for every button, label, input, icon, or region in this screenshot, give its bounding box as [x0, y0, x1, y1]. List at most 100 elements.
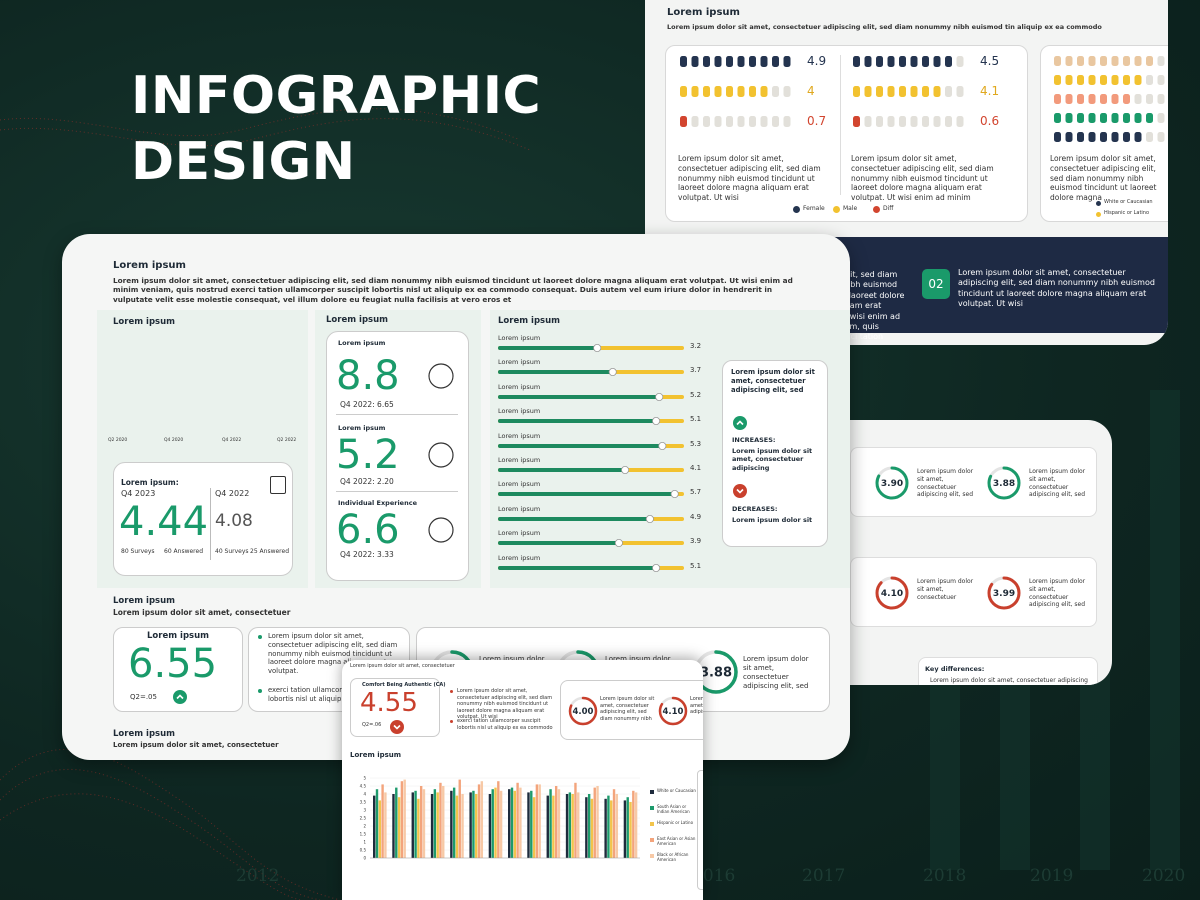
- band-number: 02: [922, 269, 950, 299]
- ring-arc: [658, 696, 688, 726]
- decor-dot: [1123, 132, 1130, 142]
- decor-dots: [1054, 56, 1165, 66]
- decor-dots: [1054, 113, 1165, 123]
- ring: 4.00: [568, 696, 598, 726]
- hero-title: INFOGRAPHIC: [131, 66, 542, 126]
- decor-dot: [1077, 113, 1084, 123]
- bar: [477, 784, 481, 858]
- slider-knob: [621, 466, 630, 474]
- decor-dot: [1157, 56, 1165, 66]
- bar: [596, 786, 599, 858]
- decrease-icon: [390, 720, 404, 734]
- slider-value: 5.2: [690, 390, 702, 399]
- legend-label: White or Caucasian: [1104, 199, 1153, 205]
- rating-dot: [887, 86, 895, 97]
- ring-value: 3.88: [700, 666, 732, 681]
- ring-value: 4.00: [573, 707, 594, 717]
- y-tick-label: 2: [363, 824, 366, 829]
- bar: [378, 800, 381, 858]
- rating-dot: [726, 56, 733, 67]
- slider: [498, 514, 684, 523]
- panel-subtitle: Lorem ipsum dolor sit amet, consectetuer…: [667, 23, 1102, 31]
- ring-text: Lorem ipsum dolor sit amet, consectetuer…: [600, 696, 655, 722]
- legend-swatch: [650, 854, 654, 858]
- background-year: 2020: [1142, 866, 1186, 886]
- bar: [571, 794, 574, 858]
- rating-value: 0.7: [807, 114, 827, 128]
- legend-swatch: [650, 790, 654, 794]
- decor-dots: [1054, 75, 1165, 85]
- bar: [403, 779, 406, 858]
- decor-dot: [1123, 56, 1130, 66]
- slider-value: 3.9: [690, 537, 702, 546]
- y-tick-label: 2.5: [360, 816, 367, 821]
- bar: [574, 782, 577, 858]
- rating-dots: [853, 56, 964, 67]
- slider: [498, 417, 684, 426]
- y-tick-label: 4.5: [360, 784, 367, 789]
- decor-dot: [1065, 132, 1073, 142]
- card: [665, 45, 1028, 222]
- bar: [590, 798, 594, 858]
- bar: [577, 792, 580, 858]
- rating-dot: [853, 56, 860, 67]
- card: [918, 657, 1098, 685]
- decor-dot: [1157, 75, 1165, 85]
- text: Q2=.05: [130, 693, 157, 701]
- bar: [384, 792, 387, 858]
- bar: [417, 798, 420, 858]
- ring-value: 3.99: [993, 589, 1015, 599]
- legend-label: East Asian or Asian American: [657, 836, 696, 846]
- decor-dot: [1157, 113, 1165, 123]
- text: 80 Surveys: [121, 548, 155, 555]
- text: 60 Answered: [164, 548, 204, 555]
- bar: [442, 786, 445, 858]
- decor-dot: [1088, 75, 1096, 85]
- bar: [461, 794, 464, 858]
- slider-fill: [498, 419, 657, 424]
- icon-chevron: [736, 420, 744, 426]
- decor-dot: [1123, 94, 1130, 104]
- legend-swatch: [650, 822, 654, 826]
- card-text: Lorem ipsum dolor sit amet, consectetuer…: [1050, 154, 1157, 202]
- text: Lorem ipsum dolor sit amet, consectetuer…: [731, 368, 815, 394]
- y-tick-label: 0.5: [360, 848, 367, 853]
- section-subtitle: Lorem ipsum dolor sit amet, consectetuer: [113, 608, 291, 617]
- decor-dot: [1100, 94, 1107, 104]
- decor-dot: [1146, 56, 1153, 66]
- big-number: 4.55: [360, 688, 418, 718]
- bullet: [450, 690, 453, 693]
- bar: [532, 797, 536, 858]
- rating-dot: [691, 116, 699, 127]
- rating-dots: [680, 86, 791, 97]
- slider: [498, 344, 684, 352]
- bar: [587, 794, 591, 858]
- slider-value: 5.1: [690, 415, 702, 424]
- rating-dot: [783, 56, 791, 67]
- rating-dot: [899, 86, 906, 97]
- bar: [400, 781, 404, 858]
- bar: [497, 781, 500, 858]
- divider: [210, 488, 211, 560]
- background-year: 2017: [802, 866, 846, 886]
- decor-dot: [1088, 113, 1096, 123]
- slider-value: 5.3: [690, 439, 702, 448]
- decor-dot: [1088, 56, 1096, 66]
- bar: [530, 790, 533, 858]
- slider-value: 5.1: [690, 561, 702, 570]
- bar: [472, 790, 475, 858]
- panel-title: Lorem ipsum: [113, 260, 186, 271]
- text: Lorem ipsum dolor sit amet, consectetuer…: [732, 447, 813, 472]
- ring-arc: [875, 466, 909, 500]
- item-icon: [428, 363, 454, 389]
- bullet-text: exerci tation ullamcorper suscipit lobor…: [457, 718, 553, 731]
- x-label: Q2 2020: [108, 438, 128, 443]
- bullet-text: exerci tation ullamcorper suscipit lobor…: [268, 686, 398, 703]
- legend-swatch: [1096, 212, 1101, 217]
- icon-shape: [428, 517, 454, 543]
- rating-dot: [853, 116, 860, 127]
- slider-label: Lorem ipsum: [498, 504, 541, 513]
- ring-value: 4.10: [663, 707, 684, 717]
- bar: [568, 792, 572, 858]
